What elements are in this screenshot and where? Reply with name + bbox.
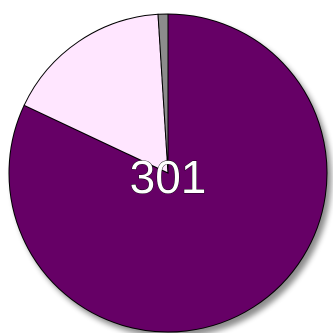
pie-slice-2 [23, 13, 169, 174]
pie-center-label: 301 [130, 151, 207, 203]
pie-slice-3 [157, 13, 169, 174]
pie-slices [8, 13, 328, 333]
